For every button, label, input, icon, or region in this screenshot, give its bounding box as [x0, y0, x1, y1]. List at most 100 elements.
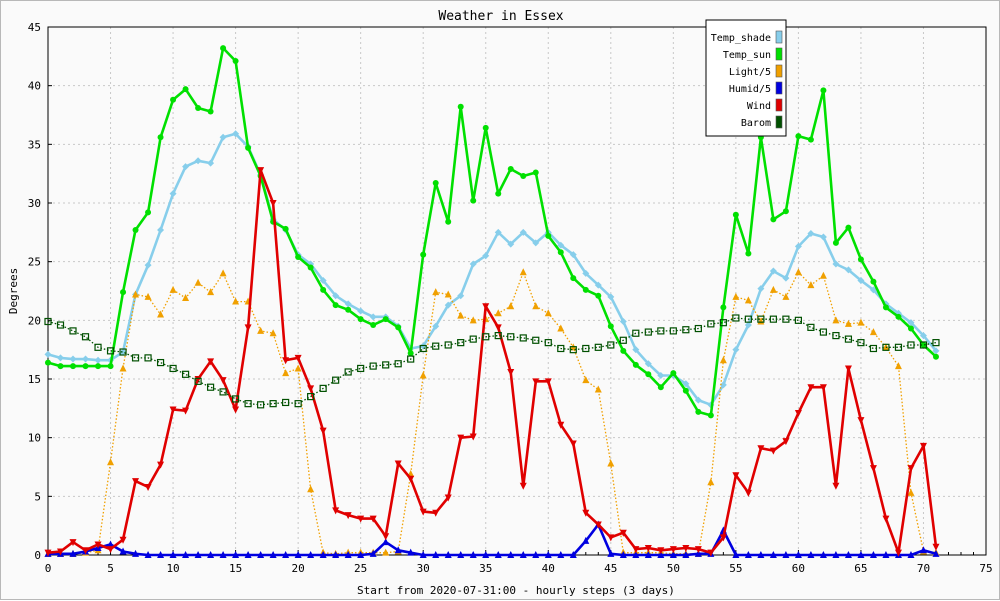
data-point-light-5 — [469, 316, 477, 324]
data-point-humid-5 — [832, 551, 840, 558]
data-point-barom — [344, 368, 352, 376]
data-point-wind — [569, 440, 577, 448]
data-point-temp-sun — [607, 323, 614, 330]
data-point-barom — [432, 342, 440, 350]
data-point-light-5 — [519, 268, 527, 276]
data-point-light-5 — [794, 268, 802, 276]
data-point-humid-5 — [469, 551, 477, 558]
data-point-barom — [869, 344, 878, 353]
data-point-barom — [619, 336, 627, 344]
data-point-temp-sun — [145, 209, 152, 216]
data-point-wind — [44, 549, 52, 557]
data-point-barom — [794, 316, 803, 324]
data-point-wind — [294, 354, 302, 362]
data-point-humid-5 — [432, 551, 440, 558]
data-point-wind — [607, 534, 615, 542]
data-point-wind — [582, 509, 590, 517]
data-point-temp-sun — [820, 87, 827, 94]
data-point-light-5 — [819, 271, 827, 279]
legend-swatch-temp-sun — [775, 47, 783, 61]
data-point-barom — [707, 320, 715, 328]
data-point-wind — [544, 378, 552, 386]
data-point-temp-shade — [682, 380, 690, 388]
data-point-barom — [56, 321, 65, 329]
data-point-temp-shade — [119, 348, 127, 356]
data-point-light-5 — [107, 458, 115, 466]
data-point-barom — [582, 344, 590, 353]
data-point-wind — [807, 384, 815, 392]
data-point-humid-5 — [294, 551, 302, 558]
data-point-humid-5 — [669, 551, 677, 558]
data-point-barom — [569, 346, 577, 354]
data-point-temp-shade — [807, 230, 815, 238]
data-point-temp-shade — [732, 346, 740, 354]
data-point-temp-shade — [357, 307, 365, 315]
data-point-humid-5 — [932, 549, 940, 557]
x-tick-label: 25 — [354, 562, 367, 575]
y-tick-label: 10 — [28, 432, 41, 445]
data-point-wind — [244, 324, 252, 332]
data-point-temp-sun — [595, 292, 602, 299]
data-point-humid-5 — [307, 551, 315, 558]
data-point-light-5 — [732, 292, 740, 300]
data-point-light-5 — [457, 311, 465, 319]
series-temp-sun — [45, 45, 939, 419]
data-point-wind — [882, 515, 890, 523]
data-point-temp-sun — [695, 408, 702, 415]
data-point-barom — [557, 344, 565, 353]
data-point-barom — [332, 376, 340, 384]
data-point-humid-5 — [269, 551, 277, 558]
data-point-light-5 — [282, 369, 290, 377]
data-point-humid-5 — [344, 551, 352, 558]
data-point-barom — [894, 343, 903, 351]
legend-label-temp-shade: Temp_shade — [711, 33, 771, 44]
data-point-temp-sun — [482, 124, 489, 131]
x-tick-label: 0 — [45, 562, 52, 575]
data-point-wind — [119, 536, 127, 544]
data-point-barom — [532, 336, 540, 344]
series-line-barom — [47, 317, 937, 406]
data-point-temp-sun — [232, 58, 239, 65]
data-point-temp-sun — [782, 208, 789, 215]
data-point-temp-shade — [457, 292, 465, 300]
data-point-humid-5 — [619, 551, 627, 558]
data-point-barom — [232, 395, 240, 403]
x-tick-label: 35 — [479, 562, 492, 575]
data-point-wind — [432, 509, 440, 517]
data-point-temp-sun — [182, 86, 189, 93]
data-point-humid-5 — [882, 551, 890, 558]
data-point-humid-5 — [582, 536, 590, 544]
data-point-temp-shade — [757, 285, 765, 293]
data-point-temp-shade — [532, 239, 540, 247]
data-point-humid-5 — [107, 540, 115, 548]
x-tick-label: 55 — [729, 562, 742, 575]
data-point-humid-5 — [644, 551, 652, 558]
series-line-humid-5 — [48, 523, 937, 557]
data-point-wind — [744, 489, 752, 497]
data-point-humid-5 — [757, 551, 765, 558]
data-point-barom — [131, 354, 140, 362]
data-point-humid-5 — [244, 551, 252, 558]
data-point-barom — [444, 341, 452, 349]
data-point-barom — [357, 364, 365, 373]
data-point-wind — [632, 546, 640, 554]
data-point-barom — [69, 327, 77, 335]
data-point-wind — [557, 421, 565, 429]
data-point-humid-5 — [794, 551, 802, 558]
data-point-humid-5 — [544, 551, 552, 558]
data-point-temp-shade — [557, 241, 565, 249]
data-point-temp-shade — [819, 233, 827, 241]
series-temp-shade — [44, 130, 940, 409]
data-point-temp-shade — [332, 292, 340, 300]
data-point-temp-shade — [482, 252, 490, 260]
data-point-temp-sun — [707, 412, 714, 419]
data-point-barom — [482, 333, 490, 341]
data-point-barom — [294, 400, 302, 408]
data-point-barom — [807, 323, 815, 331]
data-point-humid-5 — [219, 551, 227, 558]
data-point-temp-shade — [607, 293, 615, 301]
data-point-wind — [407, 475, 415, 483]
data-point-temp-sun — [632, 361, 639, 368]
data-point-wind — [707, 549, 715, 557]
data-point-humid-5 — [207, 551, 215, 558]
